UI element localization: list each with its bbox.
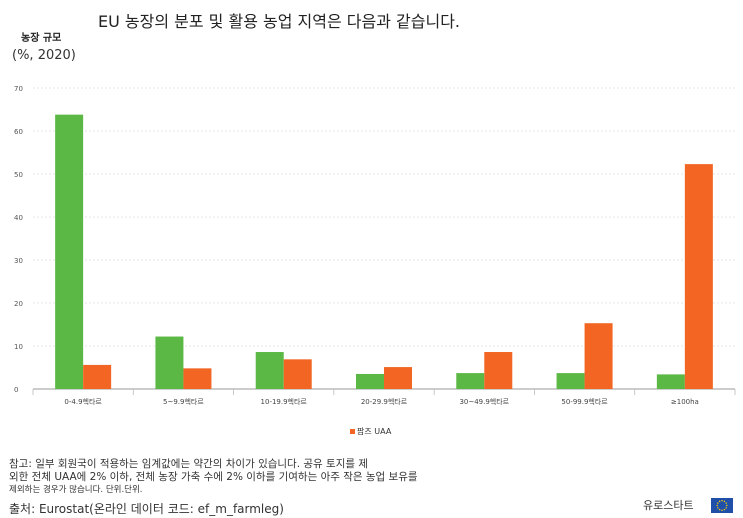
x-tick-label: 20-29.9헥타르 [361,397,408,406]
x-tick-label: 10-19.9헥타르 [261,397,308,406]
x-tick-label: 5~9.9헥타르 [163,397,204,406]
chart-title: EU 농장의 분포 및 활용 농업 지역은 다음과 같습니다. [98,12,460,31]
flag-star [716,504,718,507]
bar-uaa [684,164,713,389]
y-tick-label: 10 [14,343,23,351]
bar-farms [556,373,585,389]
y-tick-label: 20 [14,300,23,308]
flag-background [711,498,733,513]
flag-star [718,508,721,511]
flag-star [723,500,726,503]
y-tick-label: 30 [14,257,23,265]
x-tick-label: 0-4.9헥타르 [64,397,102,406]
flag-star [721,509,723,511]
y-axis-unit: (%, 2020) [12,48,76,63]
bar-farms [255,352,284,389]
y-axis-title: 농장 규모 [21,33,62,44]
bar-farms [155,336,184,389]
legend-label-uaa: 팜즈 UAA [357,427,392,436]
flag-star [721,500,723,502]
flag-star [725,507,727,509]
flag-star [718,500,721,503]
bar-uaa [283,359,312,389]
bar-uaa [584,323,613,389]
legend: 팜즈 UAA [350,426,391,437]
footnote-line-2: 외한 전체 UAA에 2% 이하, 전체 농장 가축 수에 2% 이하를 기여하… [9,471,418,483]
flag-star [725,502,727,504]
flag-star [717,502,719,504]
footnote: 참고: 일부 회원국이 적용하는 임계값에는 약간의 차이가 있습니다. 공유 … [9,458,509,497]
y-tick-label: 0 [14,386,18,394]
x-tick-label: 50-99.9헥타르 [561,397,608,406]
bar-uaa [484,352,513,389]
bar-chart: 0 10 20 30 40 50 60 70 0-4.9헥타르 5~9.9헥타르 10-19.9헥타… [14,85,736,406]
legend-swatch-uaa [350,429,355,434]
flag-star [726,504,728,507]
eurostat-brand: 유로스타트 [643,499,694,512]
bar-farms [456,373,485,389]
bar-farms [356,373,384,389]
bar-uaa [384,367,412,389]
flag-star [723,508,726,511]
x-tick-label: 30~49.9헥타르 [459,397,509,406]
y-tick-label: 70 [14,85,23,93]
bar-uaa [83,364,112,389]
source-note: 출처: Eurostat(온라인 데이터 코드: ef_m_farmleg) [9,502,284,516]
bar-farms [656,374,685,389]
flag-star [717,507,719,509]
bar-farms [55,114,84,389]
x-tick-label: ≥100ha [671,398,699,406]
y-tick-label: 60 [14,128,23,136]
footnote-line-3: 제외하는 경우가 많습니다. 단위.단위. [9,485,143,495]
y-tick-label: 40 [14,214,23,222]
footnote-line-1: 참고: 일부 회원국이 적용하는 임계값에는 약간의 차이가 있습니다. 공유 … [9,458,369,470]
eu-flag-icon [711,498,733,513]
y-tick-label: 50 [14,171,23,179]
bar-uaa [183,368,212,389]
